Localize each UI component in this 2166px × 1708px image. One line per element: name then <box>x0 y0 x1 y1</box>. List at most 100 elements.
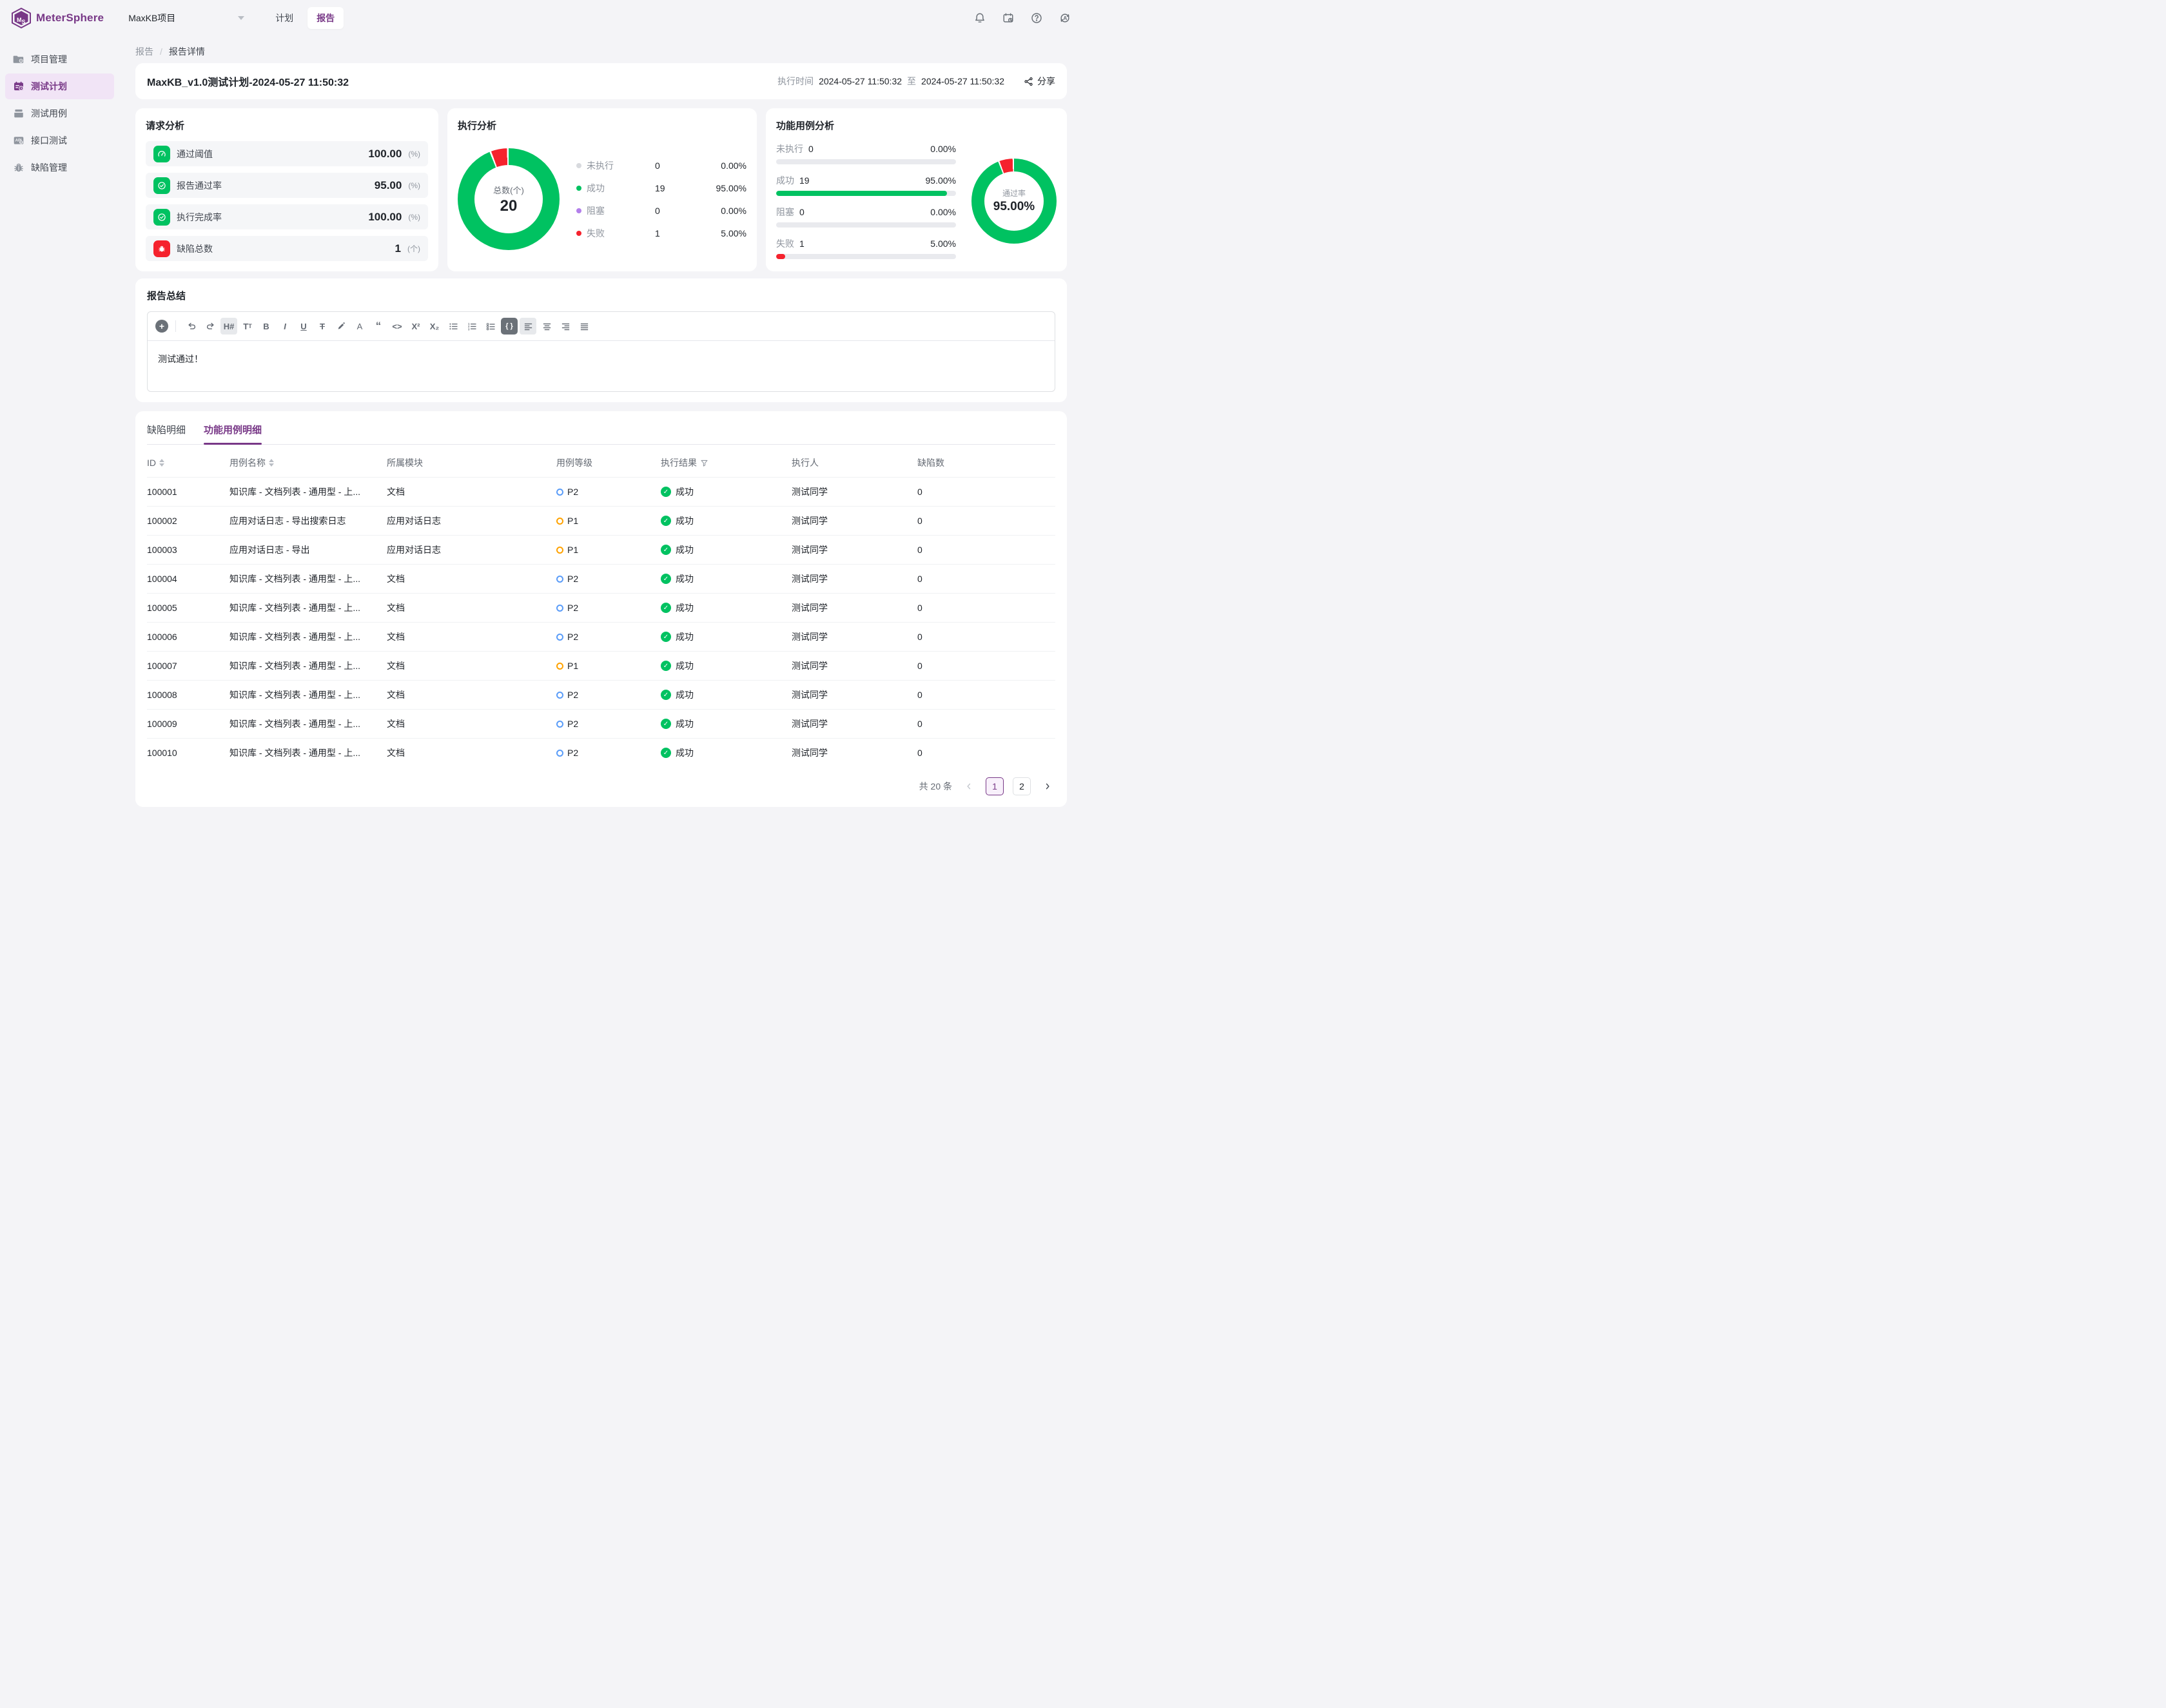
table-row[interactable]: 100005 知识库 - 文档列表 - 通用型 - 上... 文档 P2 ✓成功… <box>147 593 1055 622</box>
align-right-icon[interactable] <box>557 318 574 335</box>
metric-unit: (个) <box>407 243 420 254</box>
underline-icon[interactable]: U <box>295 318 312 335</box>
table-row[interactable]: 100008 知识库 - 文档列表 - 通用型 - 上... 文档 P2 ✓成功… <box>147 680 1055 709</box>
redo-icon[interactable] <box>202 318 219 335</box>
superscript-icon[interactable]: X² <box>407 318 424 335</box>
language-switch-icon[interactable]: A <box>1059 12 1071 24</box>
insert-icon[interactable]: + <box>155 320 168 333</box>
font-color-icon[interactable]: A <box>351 318 368 335</box>
legend-row-success: 成功 19 95.00% <box>576 182 746 195</box>
col-case-name[interactable]: 用例名称 <box>229 456 387 469</box>
heading-icon[interactable]: H# <box>220 318 237 335</box>
progress-row-pending: 未执行00.00% <box>776 142 956 164</box>
highlight-pen-icon[interactable] <box>333 318 349 335</box>
align-justify-icon[interactable] <box>576 318 592 335</box>
tab-defect-detail[interactable]: 缺陷明细 <box>147 423 186 444</box>
project-selector[interactable]: MaxKB项目 <box>122 8 251 28</box>
blockquote-icon[interactable]: “ <box>370 318 387 335</box>
level-ring-icon <box>556 634 563 641</box>
filter-icon[interactable] <box>700 459 708 467</box>
table-row[interactable]: 100009 知识库 - 文档列表 - 通用型 - 上... 文档 P2 ✓成功… <box>147 709 1055 738</box>
table-row[interactable]: 100002 应用对话日志 - 导出搜索日志 应用对话日志 P1 ✓成功 测试同… <box>147 506 1055 535</box>
help-icon[interactable] <box>1030 12 1043 24</box>
ordered-list-icon[interactable]: 123 <box>463 318 480 335</box>
metric-unit: (%) <box>408 181 420 190</box>
success-check-icon: ✓ <box>661 719 671 729</box>
table-row[interactable]: 100007 知识库 - 文档列表 - 通用型 - 上... 文档 P1 ✓成功… <box>147 651 1055 680</box>
share-icon <box>1024 77 1033 86</box>
sidebar-item-project-management[interactable]: 项目管理 <box>5 46 114 72</box>
strikethrough-icon[interactable]: T <box>314 318 331 335</box>
legend-row-pending: 未执行 0 0.00% <box>576 159 746 172</box>
success-check-icon: ✓ <box>661 487 671 497</box>
inline-code-icon[interactable]: <> <box>389 318 405 335</box>
code-block-icon[interactable]: { } <box>501 318 518 335</box>
bold-icon[interactable]: B <box>258 318 275 335</box>
level-ring-icon <box>556 518 563 525</box>
brand-name: MeterSphere <box>36 12 104 24</box>
table-row[interactable]: 100003 应用对话日志 - 导出 应用对话日志 P1 ✓成功 测试同学 0 <box>147 535 1055 564</box>
breadcrumb-reports-link[interactable]: 报告 <box>135 45 153 58</box>
sidebar-item-test-case[interactable]: 测试用例 <box>5 101 114 126</box>
exec-result: ✓成功 <box>661 485 792 498</box>
align-center-icon[interactable] <box>538 318 555 335</box>
sidebar-item-api-test[interactable]: API 接口测试 <box>5 128 114 153</box>
col-id[interactable]: ID <box>147 458 229 468</box>
metric-value: 95.00 <box>375 179 402 192</box>
metersphere-logo-icon: M S <box>12 8 31 28</box>
nav-item-report[interactable]: 报告 <box>307 7 344 29</box>
table-row[interactable]: 100004 知识库 - 文档列表 - 通用型 - 上... 文档 P2 ✓成功… <box>147 564 1055 593</box>
pagination: 共 20 条 1 2 <box>147 777 1055 798</box>
pass-rate-donut-chart: 通过率 95.00% <box>971 159 1057 244</box>
success-check-icon: ✓ <box>661 661 671 671</box>
page-button-2[interactable]: 2 <box>1013 777 1031 795</box>
sort-icon[interactable] <box>159 459 164 467</box>
subscript-icon[interactable]: X₂ <box>426 318 443 335</box>
case-level: P2 <box>556 690 661 700</box>
functional-progress-list: 未执行00.00% 成功1995.00% 阻塞00.00% 失败15.00% <box>776 142 971 259</box>
level-ring-icon <box>556 547 563 554</box>
level-ring-icon <box>556 489 563 496</box>
legend-dot <box>576 208 581 213</box>
undo-icon[interactable] <box>183 318 200 335</box>
breadcrumb-separator: / <box>160 46 162 57</box>
table-row[interactable]: 100001 知识库 - 文档列表 - 通用型 - 上... 文档 P2 ✓成功… <box>147 477 1055 506</box>
chevron-down-icon <box>238 16 244 20</box>
table-row[interactable]: 100006 知识库 - 文档列表 - 通用型 - 上... 文档 P2 ✓成功… <box>147 622 1055 651</box>
table-row[interactable]: 100010 知识库 - 文档列表 - 通用型 - 上... 文档 P2 ✓成功… <box>147 738 1055 767</box>
tab-functional-case-detail[interactable]: 功能用例明细 <box>204 423 262 444</box>
check-circle-icon <box>153 177 170 194</box>
sidebar-item-bug-management[interactable]: 缺陷管理 <box>5 155 114 180</box>
level-ring-icon <box>556 750 563 757</box>
italic-icon[interactable]: I <box>277 318 293 335</box>
table-header-row: ID 用例名称 所属模块 用例等级 执行结果 执行人 缺陷数 <box>147 449 1055 477</box>
exec-result: ✓成功 <box>661 630 792 643</box>
metric-label: 缺陷总数 <box>177 242 213 255</box>
success-check-icon: ✓ <box>661 574 671 584</box>
nav-item-plan[interactable]: 计划 <box>266 7 302 29</box>
task-list-icon[interactable] <box>482 318 499 335</box>
align-left-icon[interactable] <box>520 318 536 335</box>
summary-content[interactable]: 测试通过！ <box>148 341 1055 391</box>
bullet-list-icon[interactable] <box>445 318 462 335</box>
functional-analysis-card: 功能用例分析 未执行00.00% 成功1995.00% 阻塞00.00% <box>766 108 1067 271</box>
sort-icon[interactable] <box>269 459 274 467</box>
sidebar-item-test-plan[interactable]: 测试计划 <box>5 73 114 99</box>
page-button-1[interactable]: 1 <box>986 777 1004 795</box>
top-nav: 计划 报告 <box>266 7 344 29</box>
report-title: MaxKB_v1.0测试计划-2024-05-27 11:50:32 <box>147 73 349 89</box>
legend-dot <box>576 186 581 191</box>
prev-page-icon[interactable] <box>961 779 977 794</box>
metric-unit: (%) <box>408 150 420 159</box>
notification-bell-icon[interactable] <box>973 12 986 24</box>
execution-analysis-title: 执行分析 <box>458 119 746 132</box>
next-page-icon[interactable] <box>1040 779 1055 794</box>
request-analysis-title: 请求分析 <box>146 119 428 132</box>
font-size-icon[interactable]: TT <box>239 318 256 335</box>
col-result[interactable]: 执行结果 <box>661 456 792 469</box>
pagination-total: 共 20 条 <box>919 780 952 793</box>
sidebar: 项目管理 测试计划 测试用例 API 接口测试 缺陷管理 <box>0 36 119 854</box>
task-center-icon[interactable] <box>1002 12 1015 24</box>
sidebar-item-label: 测试计划 <box>31 80 67 93</box>
share-button[interactable]: 分享 <box>1024 75 1055 88</box>
